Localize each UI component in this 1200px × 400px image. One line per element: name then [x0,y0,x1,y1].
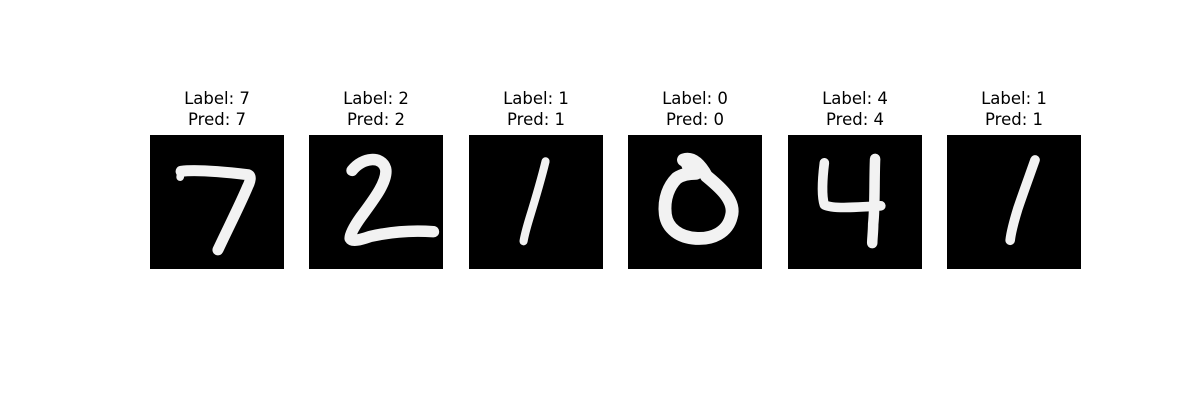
digit-panel-4: Label: 0 Pred: 0 [628,88,762,270]
handwritten-digit-7 [150,135,284,269]
handwritten-digit-2 [309,135,443,269]
digit-image-1 [469,135,603,269]
digit-image-2 [309,135,443,269]
digit-image-0 [628,135,762,269]
digit-panel-3: Label: 1 Pred: 1 [469,88,603,270]
digit-panel-6: Label: 1 Pred: 1 [947,88,1081,270]
handwritten-digit-4 [788,135,922,269]
digit-image-7 [150,135,284,269]
label-text: Label: 1 [917,88,1111,109]
digit-panel-1: Label: 7 Pred: 7 [150,88,284,270]
handwritten-digit-1 [947,135,1081,269]
digit-panel-2: Label: 2 Pred: 2 [309,88,443,270]
digit-image-1 [947,135,1081,269]
pred-text: Pred: 1 [917,109,1111,130]
panel-title: Label: 1 Pred: 1 [917,88,1111,130]
handwritten-digit-0 [628,135,762,269]
digit-panel-5: Label: 4 Pred: 4 [788,88,922,270]
handwritten-digit-1 [469,135,603,269]
digit-image-4 [788,135,922,269]
